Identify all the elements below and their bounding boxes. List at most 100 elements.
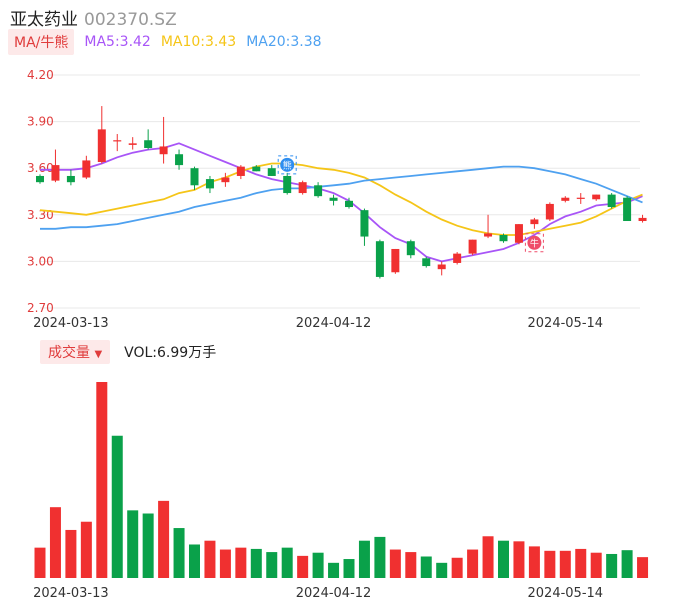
volume-bar: [127, 510, 139, 578]
signal-markers: 熊牛: [277, 155, 544, 253]
candle-body: [638, 217, 647, 222]
candle-body: [175, 154, 184, 166]
bear-marker-label: 熊: [283, 159, 292, 171]
candle-body: [128, 143, 137, 145]
candle-body: [82, 160, 91, 178]
ma-legend: MA/牛熊 MA5:3.42 MA10:3.43 MA20:3.38: [8, 29, 322, 55]
volume-date-label: 2024-03-13: [33, 586, 109, 601]
ma-toggle-button[interactable]: MA/牛熊: [8, 29, 75, 55]
volume-bar: [281, 547, 293, 578]
volume-bar: [590, 552, 602, 578]
ma5-line: [40, 142, 643, 263]
volume-bar: [250, 548, 262, 578]
volume-bar: [498, 540, 509, 578]
volume-bar: [297, 555, 309, 578]
ma20-legend-label: MA20:3.38: [246, 34, 322, 50]
volume-bar: [49, 507, 61, 578]
candle-body: [375, 241, 384, 277]
volume-bar: [142, 513, 154, 578]
volume-bar: [389, 549, 401, 578]
volume-bar: [451, 557, 463, 578]
volume-bar: [606, 553, 618, 578]
volume-bar: [96, 382, 108, 578]
bear-marker-frame: [277, 155, 297, 175]
volume-bar: [266, 552, 278, 578]
stock-name: 亚太药业: [10, 10, 78, 30]
candle-body: [51, 165, 60, 181]
candle-body: [329, 197, 338, 201]
ma10-line: [39, 162, 643, 236]
price-date-label: 2024-03-13: [33, 316, 109, 331]
stock-title: 亚太药业 002370.SZ: [10, 5, 177, 30]
ma20-line: [40, 165, 643, 230]
volume-date-label: 2024-05-14: [528, 586, 604, 601]
price-axis: 4.203.903.603.303.002.70: [27, 68, 54, 315]
candle-body: [576, 197, 585, 199]
candle-body: [236, 166, 245, 176]
candle-body: [252, 166, 261, 172]
candle-body: [592, 194, 601, 200]
price-tick-label: 3.90: [27, 115, 54, 129]
volume-bars: [34, 382, 649, 578]
volume-bar: [173, 528, 185, 578]
volume-bar: [621, 550, 633, 578]
volume-bar: [528, 546, 540, 578]
volume-bar: [65, 529, 77, 578]
candle-body: [36, 175, 44, 183]
candle-body: [205, 179, 214, 189]
candle-body: [514, 224, 523, 243]
candle-body: [484, 233, 493, 237]
candle-body: [345, 200, 353, 208]
volume-legend: 成交量 ▼ VOL:6.99万手: [40, 340, 216, 364]
candle-body: [530, 219, 539, 225]
candle-body: [283, 175, 292, 194]
candle-body: [144, 140, 153, 149]
volume-bar: [343, 559, 355, 578]
bull-marker-label: 牛: [530, 237, 539, 249]
moving-average-lines: [39, 142, 643, 263]
stock-code: 002370.SZ: [84, 10, 177, 30]
price-grid: [40, 74, 640, 309]
candle-body: [221, 177, 230, 183]
volume-bar: [559, 550, 571, 578]
candle-body: [623, 197, 632, 222]
volume-bar: [158, 500, 170, 578]
volume-bar: [405, 552, 417, 578]
volume-bar: [482, 536, 494, 578]
candle-body: [453, 253, 462, 263]
ma10-legend-label: MA10:3.43: [160, 34, 237, 50]
candle-body: [561, 197, 570, 201]
volume-bar: [544, 550, 556, 578]
volume-date-label: 2024-04-12: [296, 586, 372, 601]
volume-bar: [80, 521, 92, 578]
volume-bar: [374, 536, 386, 578]
volume-bar: [312, 552, 324, 578]
candle-body: [66, 175, 75, 183]
candle-body: [422, 258, 431, 267]
candle-body: [406, 241, 415, 256]
price-tick-label: 2.70: [27, 301, 54, 315]
volume-bar: [436, 562, 448, 578]
ma5-legend-label: MA5:3.42: [84, 34, 151, 50]
volume-bar: [111, 435, 123, 578]
candle-body: [607, 194, 616, 208]
candle-body: [314, 185, 323, 197]
volume-date-axis: 2024-03-13 2024-04-12 2024-05-14: [33, 586, 603, 601]
volume-bar: [189, 544, 200, 578]
volume-bar: [467, 549, 479, 578]
volume-indicator-label: 成交量: [48, 345, 90, 361]
volume-indicator-dropdown[interactable]: 成交量 ▼: [40, 340, 111, 364]
volume-bar: [420, 556, 432, 578]
bull-marker-frame: [524, 233, 544, 253]
volume-bar: [34, 547, 46, 578]
volume-bar: [219, 549, 231, 578]
volume-bar: [204, 540, 216, 578]
bear-marker-icon: [280, 157, 295, 172]
price-date-label: 2024-05-14: [528, 316, 604, 331]
price-date-label: 2024-04-12: [296, 316, 372, 331]
candle-body: [298, 182, 307, 194]
bull-marker-icon: [527, 235, 542, 250]
volume-bar: [513, 541, 525, 578]
candle-body: [113, 140, 122, 142]
price-tick-label: 3.00: [27, 254, 54, 268]
